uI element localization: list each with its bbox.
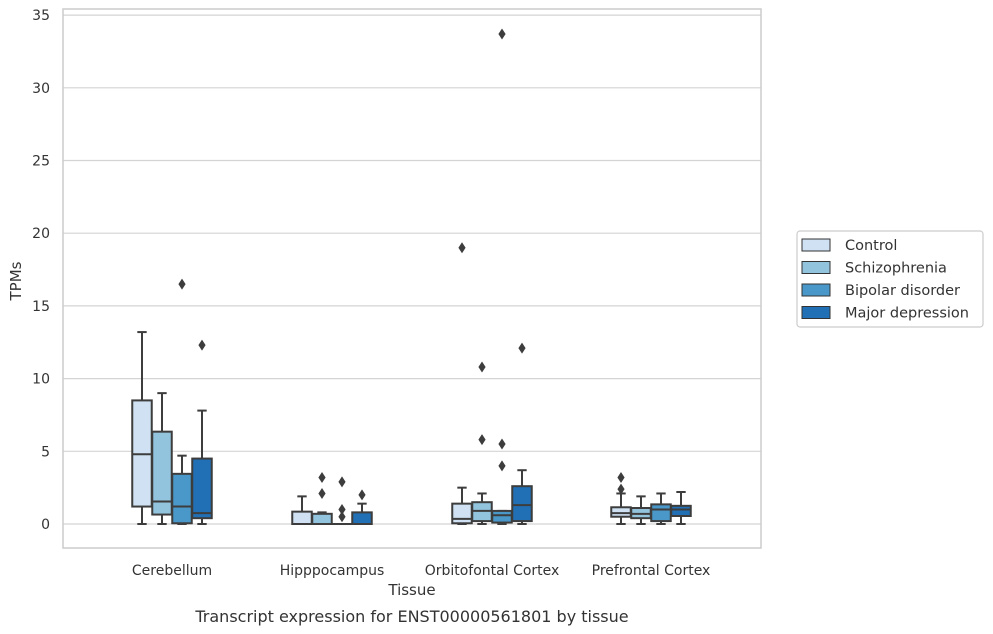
x-tick-label: Prefrontal Cortex — [592, 563, 711, 579]
legend-label: Major depression — [845, 306, 969, 322]
box-schizophrenia — [471, 361, 493, 525]
outlier-point — [617, 483, 625, 495]
y-tick-label: 0 — [41, 517, 50, 533]
box-iqr — [351, 511, 373, 525]
box-iqr — [650, 503, 672, 523]
legend-swatch — [801, 306, 831, 319]
box-control — [131, 331, 153, 525]
y-tick-labels: 0 5 10 15 20 25 30 35 — [32, 8, 50, 533]
box-bipolar-disorder — [331, 476, 353, 526]
box-major-depression — [191, 339, 213, 525]
outlier-point — [338, 503, 346, 515]
box-bipolar-disorder — [171, 278, 193, 525]
legend-swatch — [801, 283, 831, 297]
legend-label: Control — [845, 238, 897, 254]
gridlines — [63, 14, 761, 525]
box-schizophrenia — [630, 495, 652, 525]
box-iqr — [291, 510, 313, 525]
outlier-point — [458, 242, 466, 254]
x-tick-labels: Cerebellum Hipppocampus Orbitofontal Corte… — [132, 563, 710, 579]
outlier-point — [498, 28, 506, 40]
outlier-point — [478, 434, 486, 446]
outlier-point — [478, 361, 486, 373]
boxplots — [131, 28, 692, 526]
y-tick-label: 5 — [41, 444, 50, 460]
box-bipolar-disorder — [650, 492, 672, 525]
box-iqr — [511, 485, 533, 523]
x-axis-title: Tissue — [387, 581, 435, 599]
y-tick-label: 25 — [32, 154, 50, 170]
box-iqr — [451, 502, 473, 525]
outlier-point — [318, 487, 326, 499]
outlier-point — [617, 471, 625, 483]
y-tick-label: 15 — [32, 299, 50, 315]
box-iqr — [191, 457, 213, 520]
outlier-point — [518, 342, 526, 354]
box-major-depression — [511, 342, 533, 525]
box-iqr — [670, 504, 692, 518]
outlier-point — [498, 460, 506, 472]
box-control — [451, 242, 473, 525]
y-tick-label: 10 — [32, 372, 50, 388]
box-iqr — [610, 506, 632, 518]
outlier-point — [358, 489, 366, 501]
outlier-point — [338, 476, 346, 488]
legend-label: Schizophrenia — [845, 261, 947, 277]
box-control — [610, 471, 632, 525]
box-iqr — [491, 509, 513, 524]
legend-swatch — [801, 261, 831, 274]
outlier-point — [178, 278, 186, 290]
box-bipolar-disorder — [491, 28, 513, 525]
box-major-depression — [351, 489, 373, 525]
outlier-point — [198, 339, 206, 351]
box-iqr — [311, 512, 333, 526]
y-axis-title: TPMs — [7, 261, 25, 301]
box-schizophrenia — [311, 471, 333, 526]
x-tick-label: Hipppocampus — [280, 563, 385, 579]
box-schizophrenia — [151, 392, 173, 525]
outlier-point — [498, 438, 506, 450]
y-tick-label: 30 — [32, 81, 50, 97]
legend-label: Bipolar disorder — [845, 283, 960, 299]
plot-border — [62, 8, 762, 549]
box-control — [291, 495, 313, 525]
box-major-depression — [670, 491, 692, 525]
outlier-point — [338, 511, 346, 523]
x-tick-label: Cerebellum — [132, 563, 212, 579]
legend-frame — [796, 230, 984, 328]
legend: Control Schizophrenia Bipolar disorder Majo… — [796, 230, 984, 328]
x-tick-label: Orbitofontal Cortex — [425, 563, 560, 579]
box-iqr — [171, 472, 193, 525]
legend-swatch — [801, 238, 831, 252]
chart-caption: Transcript expression for ENST0000056180… — [194, 607, 628, 626]
plot-frame — [62, 8, 762, 549]
y-tick-label: 35 — [32, 8, 50, 24]
y-tick-label: 20 — [32, 226, 50, 242]
outlier-point — [318, 471, 326, 483]
